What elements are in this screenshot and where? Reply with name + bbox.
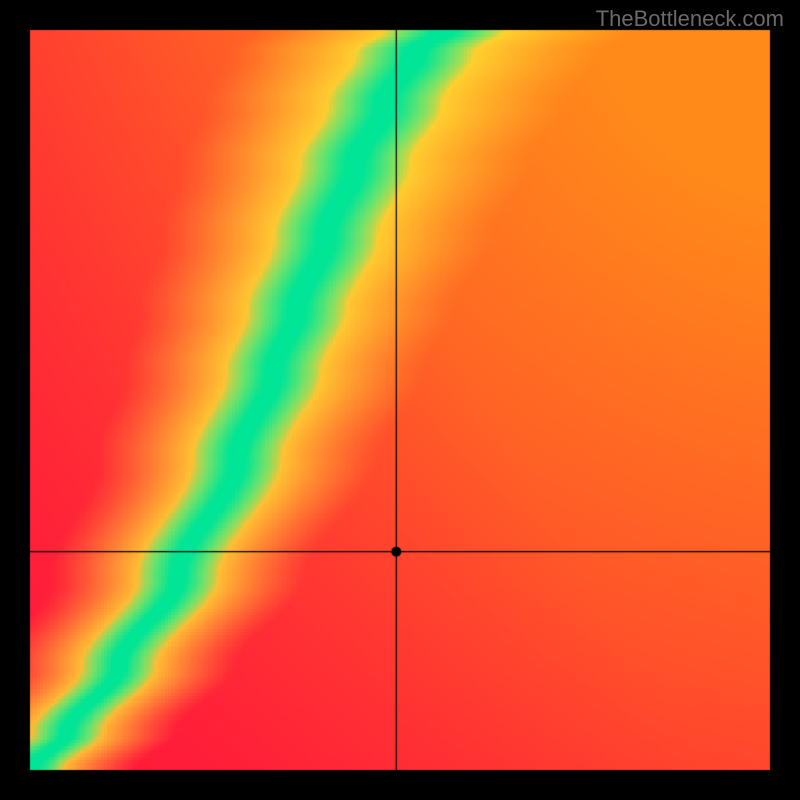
chart-container: TheBottleneck.com: [0, 0, 800, 800]
watermark-text: TheBottleneck.com: [596, 6, 784, 32]
heatmap-canvas: [0, 0, 800, 800]
